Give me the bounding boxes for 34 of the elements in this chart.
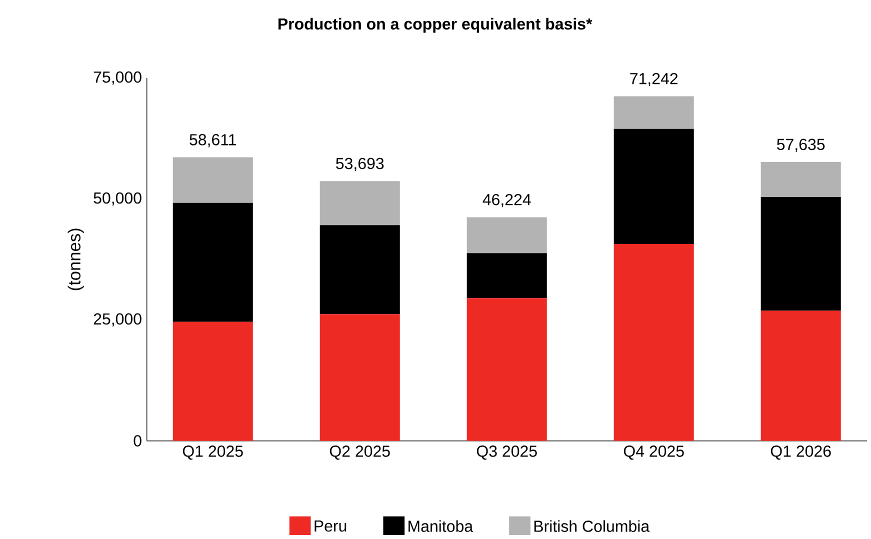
x-tick-label: Q4 2025 xyxy=(624,446,684,460)
bar xyxy=(760,197,841,311)
total-label: 58,611 xyxy=(190,134,236,148)
bar xyxy=(466,253,547,298)
bar xyxy=(466,217,547,254)
bar xyxy=(320,225,400,314)
y-axis-title: (tonnes) xyxy=(68,228,84,290)
legend-label: British Columbia xyxy=(534,520,650,532)
bar xyxy=(320,314,400,441)
legend-label: Peru xyxy=(314,520,346,532)
total-label: 71,242 xyxy=(630,73,678,86)
bar xyxy=(172,322,253,441)
bar xyxy=(614,244,694,441)
bar xyxy=(760,162,841,198)
bar xyxy=(760,310,841,441)
bar xyxy=(466,298,547,441)
y-tick-label: 0 xyxy=(134,435,142,447)
x-tick-label: Q2 2025 xyxy=(330,446,390,460)
y-tick-label: 50,000 xyxy=(94,192,142,206)
bar xyxy=(172,157,253,203)
x-tick-label: Q1 2026 xyxy=(770,446,831,460)
total-label: 53,693 xyxy=(336,158,384,172)
total-label: 57,635 xyxy=(777,138,825,152)
bar xyxy=(172,202,253,322)
total-label: 46,224 xyxy=(482,194,531,208)
x-tick-label: Q3 2025 xyxy=(476,446,537,460)
chart-title: Production on a copper equivalent basis* xyxy=(278,18,592,33)
x-tick-label: Q1 2025 xyxy=(182,446,243,460)
bar xyxy=(614,128,694,244)
y-tick-label: 25,000 xyxy=(94,313,142,327)
legend-label: Manitoba xyxy=(408,520,474,532)
bar xyxy=(320,181,400,226)
y-tick-label: 75,000 xyxy=(94,71,142,85)
bar xyxy=(614,96,694,129)
